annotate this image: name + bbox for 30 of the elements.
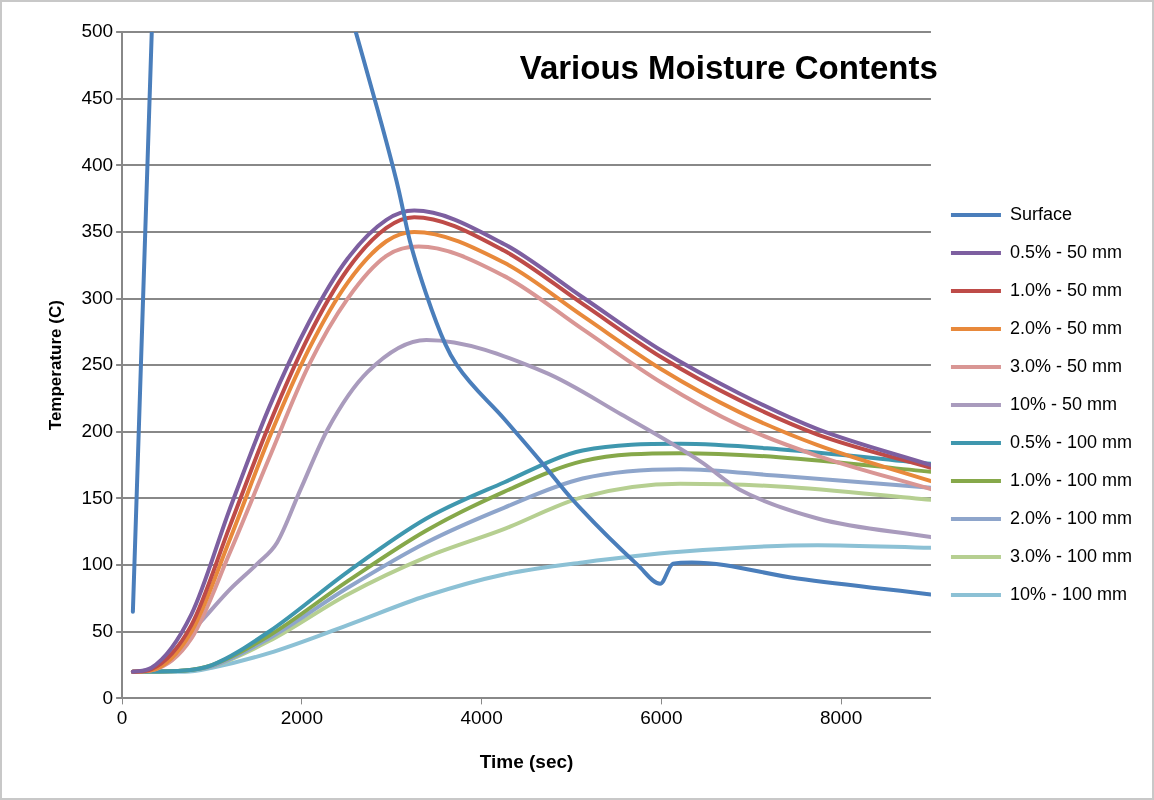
y-tick-label: 250 [81, 353, 114, 375]
legend-label: 10% - 100 mm [1009, 583, 1127, 604]
legend-label: 1.0% - 100 mm [1009, 469, 1132, 490]
legend-label: 1.0% - 50 mm [1009, 279, 1122, 300]
text: Various Moisture Contents [519, 49, 938, 87]
y-axis-title: Temperature (C) [45, 300, 65, 431]
y-tick-label: 150 [81, 486, 114, 508]
y-tick-label: 350 [81, 220, 114, 242]
y-tick-label: 450 [81, 86, 114, 108]
x-tick-label: 2000 [280, 707, 323, 729]
x-axis-title: Time (sec) [479, 750, 574, 772]
y-tick-label: 300 [81, 286, 114, 308]
y-tick-label: 0 [102, 686, 114, 708]
y-tick-label: 200 [81, 420, 114, 442]
legend-label: 0.5% - 100 mm [1009, 431, 1132, 452]
x-tick-label: 6000 [640, 707, 683, 729]
legend-label: 2.0% - 50 mm [1009, 317, 1122, 338]
x-tick-label: 4000 [460, 707, 503, 729]
legend-label: Surface [1009, 203, 1072, 224]
x-tick-label: 0 [116, 707, 128, 729]
legend-label: 3.0% - 50 mm [1009, 355, 1122, 376]
y-tick-label: 50 [91, 619, 114, 641]
legend-label: 10% - 50 mm [1009, 393, 1117, 414]
legend-label: 2.0% - 100 mm [1009, 507, 1132, 528]
legend-label: 3.0% - 100 mm [1009, 545, 1132, 566]
y-tick-label: 400 [81, 153, 114, 175]
x-tick-label: 8000 [819, 707, 863, 729]
y-tick-label: 500 [81, 20, 114, 42]
y-tick-label: 100 [81, 553, 114, 575]
legend-label: 0.5% - 50 mm [1009, 241, 1122, 262]
